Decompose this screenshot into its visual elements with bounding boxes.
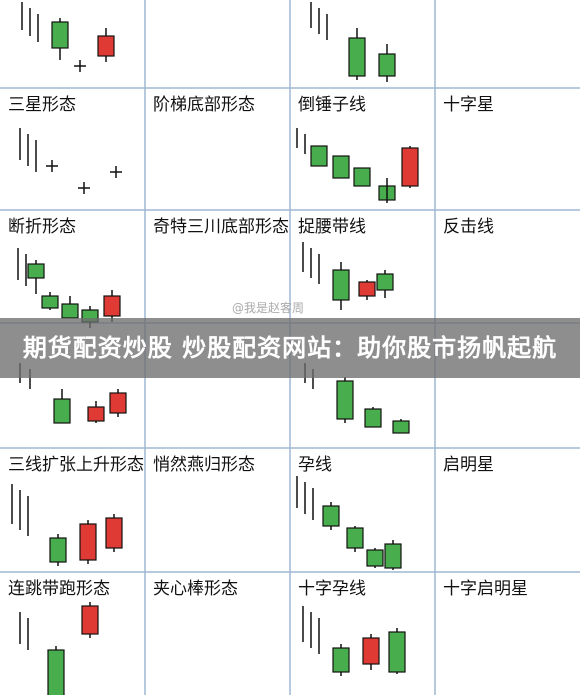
three-line-expansion-part-8-red-candle	[105, 517, 123, 549]
swallow-return-part-8-green-candle	[366, 549, 384, 567]
broken-part-3-green-candle	[27, 263, 45, 279]
unique-three-river-part-6-red-candle	[358, 281, 376, 297]
card-title-ladder-bottom: 阶梯底部形态	[153, 95, 255, 115]
banner-overlay: 期货配资炒股 炒股配资网站：助你股市扬帆起航	[0, 318, 580, 378]
top-row-1-part-4-green-candle	[51, 21, 69, 49]
stick-sandwich-part-8-green-candle	[388, 631, 406, 673]
broken-part-11-red-candle	[103, 295, 121, 317]
swallow-return-part-6-green-candle	[346, 527, 364, 549]
swallow-return-part-10-green-candle	[384, 543, 402, 569]
top-row-2-part-6-green-candle	[378, 53, 396, 77]
card-title-gap-run: 连跳带跑形态	[8, 579, 110, 599]
card-title-morning-doji-star: 十字启明星	[443, 579, 528, 599]
gap-run-part-5-red-candle	[81, 605, 99, 635]
card-title-swallow-return: 悄然燕归形态	[153, 455, 255, 475]
banner-title: 期货配资炒股 炒股配资网站：助你股市扬帆起航	[22, 334, 558, 362]
three-line-expansion-part-6-red-candle	[79, 523, 97, 561]
card-title-doji-star: 十字星	[443, 95, 494, 115]
gap-run-part-3-green-candle	[47, 649, 65, 695]
hidden-2-part-7-green-candle	[392, 420, 410, 434]
ladder-bottom-part-8-red-candle	[401, 147, 419, 187]
ladder-bottom-part-2-green-candle	[310, 145, 328, 167]
card-title-broken: 断折形态	[8, 217, 76, 237]
swallow-return-part-4-green-candle	[322, 505, 340, 527]
stick-sandwich-part-4-green-candle	[332, 647, 350, 673]
watermark: @我是赵客周	[232, 301, 305, 315]
ladder-bottom-part-3-green-candle	[332, 155, 350, 179]
card-title-unique-three-river: 奇特三川底部形态	[153, 217, 289, 237]
hidden-2-part-3-green-candle	[336, 380, 354, 420]
card-title-inverted-hammer: 倒锤子线	[298, 95, 366, 115]
hidden-1-part-5-red-candle	[87, 406, 105, 422]
broken-part-7-green-candle	[61, 303, 79, 319]
top-row-2-part-4-green-candle	[348, 37, 366, 77]
ladder-bottom-part-4-green-candle	[353, 167, 371, 187]
three-line-expansion-part-4-green-candle	[49, 537, 67, 563]
card-title-counterattack: 反击线	[443, 217, 494, 237]
card-title-stick-sandwich: 夹心棒形态	[153, 579, 238, 599]
unique-three-river-part-8-green-candle	[376, 273, 394, 291]
hidden-2-part-5-green-candle	[364, 408, 382, 428]
card-title-morning-star: 启明星	[443, 455, 494, 475]
card-title-three-stars: 三星形态	[8, 95, 76, 115]
card-title-belt-hold: 捉腰带线	[298, 217, 366, 237]
card-title-harami-cross: 十字孕线	[298, 579, 366, 599]
stick-sandwich-part-6-red-candle	[362, 637, 380, 665]
unique-three-river-part-4-green-candle	[332, 269, 350, 301]
hidden-1-part-7-red-candle	[109, 392, 127, 414]
card-title-harami: 孕线	[298, 455, 332, 475]
card-title-three-line-expansion: 三线扩张上升形态	[8, 455, 144, 475]
broken-part-5-green-candle	[41, 295, 59, 309]
hidden-1-part-3-green-candle	[53, 398, 71, 424]
top-row-1-part-7-red-candle	[97, 35, 115, 57]
